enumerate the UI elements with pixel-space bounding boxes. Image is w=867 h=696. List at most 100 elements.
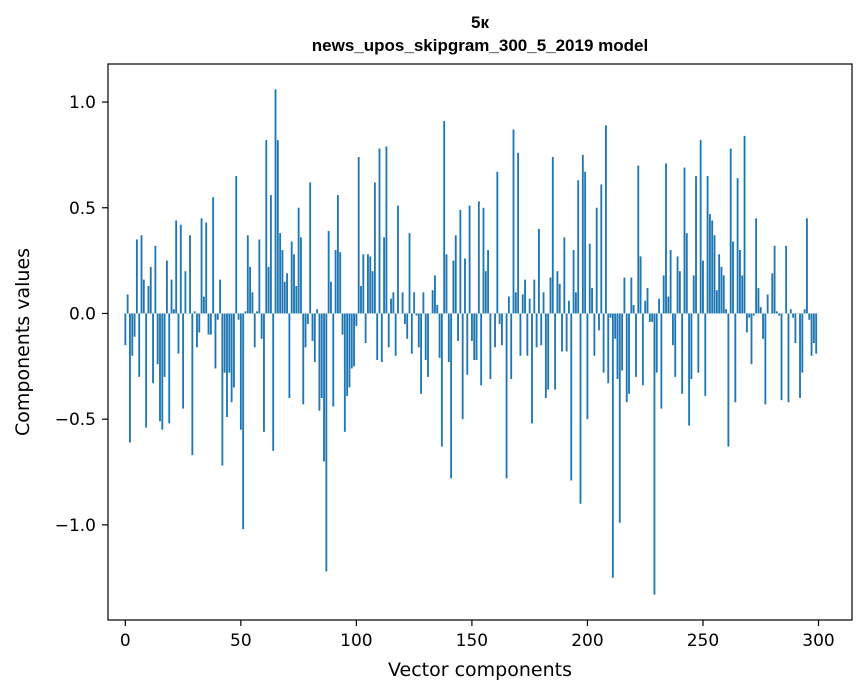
bar-component-156 <box>484 271 487 314</box>
bar-component-79 <box>306 313 309 325</box>
y-axis-label: Components values <box>12 248 34 436</box>
bar-component-238 <box>674 313 677 377</box>
bar-component-273 <box>755 218 758 314</box>
bar-component-186 <box>554 313 557 390</box>
bar-component-289 <box>792 313 795 318</box>
bar-component-196 <box>577 180 580 314</box>
bar-component-49 <box>237 313 240 320</box>
bar-component-64 <box>272 313 275 451</box>
bar-component-200 <box>586 313 589 420</box>
bar-component-214 <box>618 313 621 523</box>
bar-component-52 <box>244 311 247 314</box>
bar-component-195 <box>574 292 577 314</box>
bar-component-175 <box>528 298 531 314</box>
bar-component-93 <box>339 252 342 314</box>
bar-component-184 <box>549 277 552 314</box>
bar-component-65 <box>274 89 277 314</box>
bar-component-297 <box>810 313 813 356</box>
bar-component-212 <box>614 313 617 339</box>
bar-component-98 <box>350 313 353 369</box>
bar-component-20 <box>170 279 173 314</box>
bar-component-169 <box>514 292 517 314</box>
bar-component-170 <box>517 152 520 314</box>
bar-component-8 <box>142 279 145 314</box>
bar-component-43 <box>223 313 226 373</box>
bar-component-292 <box>799 313 801 399</box>
bar-component-100 <box>355 313 358 327</box>
bar-component-21 <box>172 309 175 314</box>
bar-component-153 <box>477 201 480 314</box>
bar-component-7 <box>140 235 143 314</box>
bar-component-250 <box>702 260 704 314</box>
bar-component-111 <box>380 313 383 363</box>
bar-component-29 <box>191 313 194 456</box>
bar-component-73 <box>293 254 295 314</box>
plot-background <box>108 64 852 620</box>
bar-component-278 <box>766 294 769 314</box>
bar-component-35 <box>205 222 208 314</box>
bar-component-270 <box>748 313 751 318</box>
bar-component-83 <box>316 309 319 314</box>
bar-component-105 <box>367 254 369 314</box>
bar-component-31 <box>196 313 198 348</box>
bar-component-86 <box>323 313 325 462</box>
bar-component-121 <box>403 313 406 325</box>
bar-component-90 <box>332 313 335 407</box>
bar-component-102 <box>360 285 362 314</box>
bar-component-16 <box>161 313 164 430</box>
bar-component-264 <box>734 313 737 403</box>
bar-component-219 <box>630 277 633 314</box>
bar-component-6 <box>138 313 141 377</box>
bar-component-221 <box>635 313 637 377</box>
bar-component-2 <box>129 313 131 443</box>
bar-component-144 <box>457 313 459 341</box>
bar-component-30 <box>193 311 196 314</box>
bar-component-108 <box>373 182 376 314</box>
bar-component-55 <box>251 292 254 314</box>
bar-component-207 <box>602 313 605 373</box>
bar-component-290 <box>794 313 797 344</box>
bar-component-284 <box>780 313 783 401</box>
x-tick-label: 100 <box>340 631 372 651</box>
bar-component-298 <box>812 313 815 344</box>
bar-component-78 <box>304 313 307 348</box>
bar-component-225 <box>644 300 647 314</box>
bar-component-155 <box>482 207 485 314</box>
bar-component-18 <box>166 260 168 314</box>
bar-component-67 <box>279 233 282 314</box>
bar-component-211 <box>611 313 614 578</box>
bar-component-242 <box>683 167 686 314</box>
plot-area <box>108 64 852 620</box>
bar-component-69 <box>283 281 286 314</box>
bar-component-260 <box>725 309 727 314</box>
bar-component-41 <box>219 279 221 314</box>
bar-component-277 <box>764 313 767 405</box>
bar-component-174 <box>526 313 529 356</box>
bar-component-56 <box>253 313 256 348</box>
bar-component-117 <box>394 313 397 356</box>
bar-component-23 <box>177 313 180 354</box>
bar-component-224 <box>641 313 644 386</box>
bar-component-38 <box>212 197 215 314</box>
bar-component-109 <box>376 313 379 360</box>
bar-component-251 <box>704 313 707 396</box>
bar-component-25 <box>182 313 185 409</box>
bar-component-246 <box>692 275 695 314</box>
bar-component-237 <box>672 313 674 346</box>
bar-component-0 <box>124 313 127 346</box>
bar-component-147 <box>464 258 466 314</box>
x-axis-label: Vector components <box>388 659 572 681</box>
bar-component-234 <box>665 163 667 314</box>
bar-component-92 <box>336 195 339 314</box>
bar-component-167 <box>510 313 513 379</box>
bar-component-54 <box>249 266 252 314</box>
bar-component-85 <box>320 313 323 399</box>
bar-component-13 <box>154 245 157 314</box>
bar-component-198 <box>581 154 584 314</box>
bar-component-232 <box>660 313 663 409</box>
bar-component-152 <box>475 313 478 360</box>
bar-component-168 <box>512 129 515 314</box>
bar-component-141 <box>450 313 453 479</box>
bar-component-118 <box>397 205 399 314</box>
bar-component-44 <box>226 313 228 418</box>
